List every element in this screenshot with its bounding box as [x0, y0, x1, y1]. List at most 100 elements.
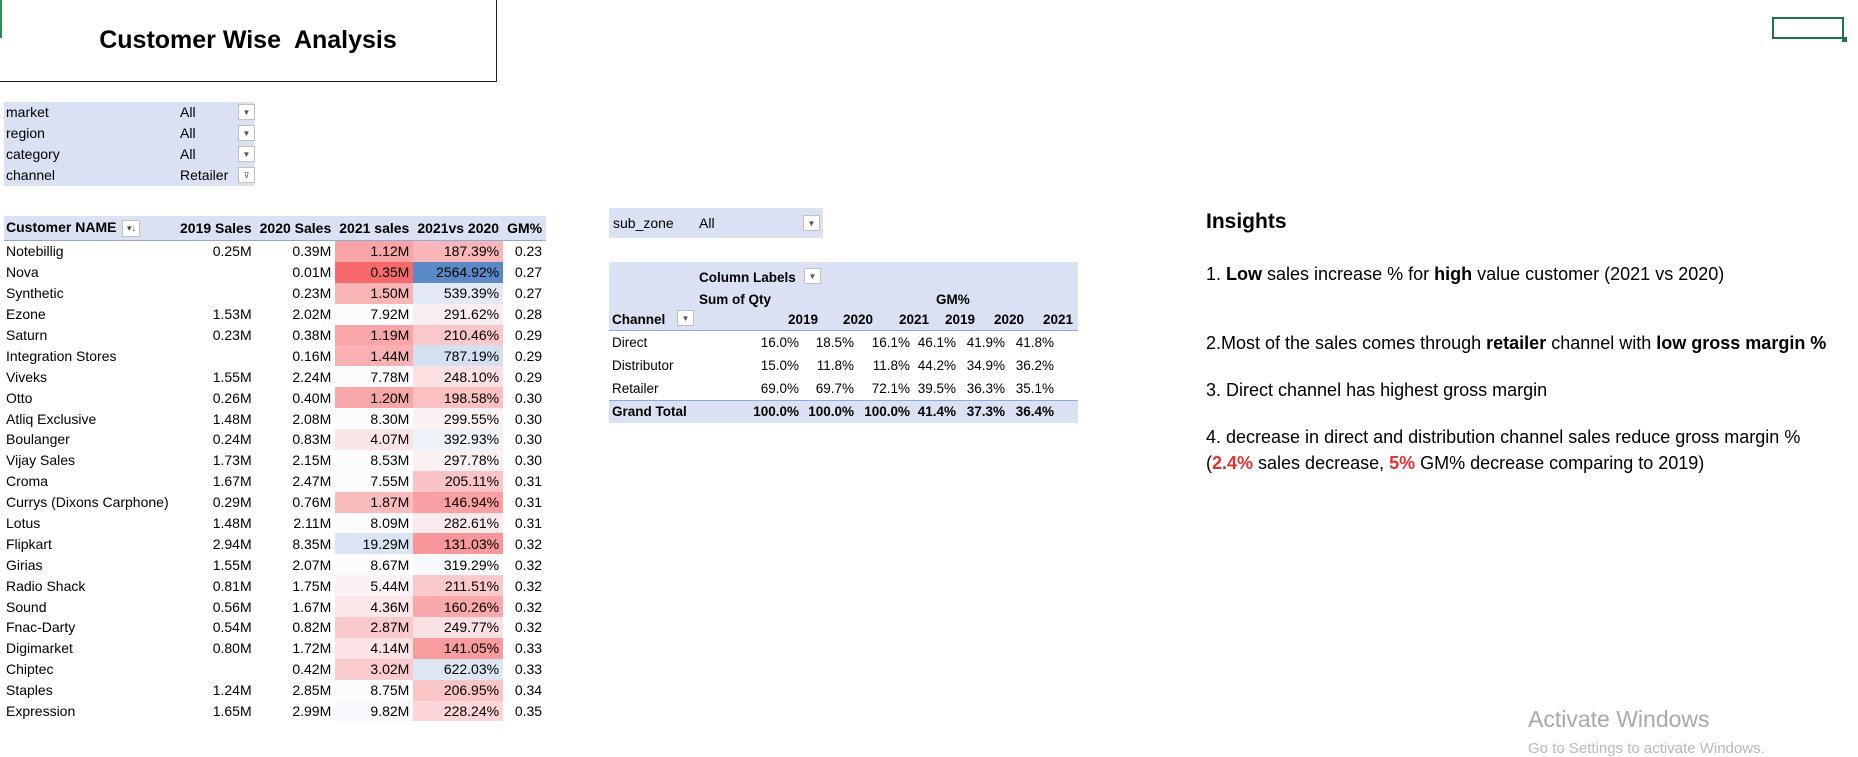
- customer-name: Sound: [6, 598, 47, 615]
- pivot-value: 41.9%: [966, 335, 1005, 350]
- sales-2019: 1.53M: [212, 306, 252, 323]
- subzone-filter: sub_zone All ▼: [609, 208, 823, 238]
- sales-2021: 4.07M: [335, 429, 414, 450]
- sales-2020: 0.39M: [292, 243, 332, 260]
- sales-2019: 0.54M: [212, 619, 252, 636]
- year-header: 2019: [945, 312, 976, 327]
- chevron-down-icon[interactable]: ▼: [677, 310, 694, 326]
- growth-2021-vs-2020: 210.46%: [413, 324, 504, 346]
- sales-2019: 1.67M: [212, 473, 252, 490]
- year-header: 2021: [1043, 312, 1074, 327]
- pivot-value: 41.8%: [1015, 335, 1054, 350]
- pivot-value: 36.2%: [1015, 358, 1054, 373]
- col-header-gm: GM%: [503, 216, 547, 241]
- selected-cell[interactable]: [1772, 17, 1844, 39]
- pivot-row: Distributor 15.0% 11.8% 11.8% 44.2% 34.9% 36.2…: [609, 354, 1078, 377]
- growth-2021-vs-2020: 622.03%: [413, 658, 504, 680]
- sales-2020: 2.85M: [292, 682, 332, 699]
- gross-margin: 0.32: [514, 598, 543, 615]
- pivot-value: 100.0%: [808, 404, 854, 419]
- sales-2019: 0.23M: [212, 327, 252, 343]
- year-header: 2021: [899, 312, 930, 327]
- sum-qty-label: Sum of Qty: [699, 292, 772, 307]
- insight-text: channel with: [1546, 333, 1657, 353]
- pivot-value: 46.1%: [917, 335, 956, 350]
- sales-2021: 7.92M: [335, 303, 414, 325]
- sales-2021: 8.09M: [335, 512, 414, 534]
- sales-2021: 8.30M: [335, 408, 414, 430]
- customer-name: Chiptec: [6, 661, 54, 678]
- sales-2020: 2.47M: [292, 473, 332, 490]
- insights-panel: Insights 1. Low sales increase % for hig…: [1206, 210, 1856, 473]
- gross-margin: 0.31: [514, 515, 543, 532]
- sales-2019: 2.94M: [212, 535, 252, 552]
- chevron-down-icon[interactable]: ▼: [238, 104, 255, 120]
- table-row: Currys (Dixons Carphone) 0.29M 0.76M 1.87M 1…: [4, 491, 546, 513]
- sales-2020: 0.76M: [292, 494, 332, 511]
- table-row: Fnac-Darty 0.54M 0.82M 2.87M 249.77% 0.32: [4, 617, 546, 638]
- pivot-value: 44.2%: [917, 358, 956, 373]
- fill-handle[interactable]: [1842, 37, 1847, 42]
- pivot-channel: Grand Total: [612, 404, 687, 419]
- pivot-value: 69.0%: [760, 381, 799, 396]
- filter-icon[interactable]: ⊽: [238, 167, 255, 183]
- sales-2020: 0.82M: [292, 619, 332, 636]
- sales-2019: 0.56M: [212, 598, 252, 615]
- chevron-down-icon[interactable]: ▼: [238, 146, 255, 162]
- table-row: Vijay Sales 1.73M 2.15M 8.53M 297.78% 0.30: [4, 449, 546, 471]
- gross-margin: 0.27: [514, 264, 543, 281]
- gross-margin: 0.30: [514, 431, 543, 448]
- sales-2019: 1.55M: [212, 368, 252, 385]
- table-row: Atliq Exclusive 1.48M 2.08M 8.30M 299.55% 0.3…: [4, 408, 546, 430]
- pivot-channel: Retailer: [612, 381, 659, 396]
- sales-2020: 8.35M: [292, 535, 332, 552]
- channel-header: Channel: [612, 312, 666, 327]
- insight-bold: low gross margin %: [1656, 333, 1827, 353]
- col-header-label: Customer NAME: [6, 219, 117, 236]
- customer-name: Notebillig: [6, 243, 64, 260]
- chevron-down-icon[interactable]: ▼: [803, 215, 820, 231]
- pivot-value: 100.0%: [864, 404, 910, 419]
- growth-2021-vs-2020: 787.19%: [413, 345, 504, 367]
- insight-text: sales decrease,: [1253, 453, 1390, 473]
- growth-2021-vs-2020: 282.61%: [413, 512, 504, 534]
- sales-2020: 2.08M: [292, 410, 332, 427]
- insight-bold: high: [1434, 264, 1473, 284]
- chevron-down-icon[interactable]: ▼: [238, 125, 255, 141]
- gross-margin: 0.32: [514, 535, 543, 552]
- gross-margin: 0.31: [514, 494, 543, 511]
- insight-3: 3. Direct channel has highest gross marg…: [1206, 380, 1548, 400]
- filter-label: channel: [6, 167, 56, 183]
- chevron-down-icon[interactable]: ▼: [804, 268, 821, 284]
- sales-2019: [176, 283, 256, 304]
- growth-2021-vs-2020: 539.39%: [413, 282, 504, 304]
- pivot-value: 11.8%: [872, 358, 910, 373]
- sales-2020: 0.40M: [292, 389, 332, 406]
- gross-margin: 0.30: [514, 410, 543, 427]
- insight-2: 2.Most of the sales comes through retail…: [1206, 333, 1826, 354]
- sales-2020: 0.01M: [292, 264, 332, 281]
- table-row: Staples 1.24M 2.85M 8.75M 206.95% 0.34: [4, 679, 546, 701]
- filter-value: All: [180, 125, 196, 141]
- pivot-header: Column Labels ▼ Sum of Qty GM% Channel ▼…: [609, 262, 1078, 331]
- table-header-row: Customer NAME ▾↓ 2019 Sales 2020 Sales 20…: [4, 216, 547, 241]
- sales-2019: [176, 345, 256, 366]
- insight-bold: retailer: [1486, 333, 1547, 353]
- subzone-value: All: [699, 215, 715, 231]
- customer-name: Staples: [6, 682, 53, 699]
- sort-icon[interactable]: ▾↓: [122, 219, 141, 237]
- sales-2019: 0.81M: [212, 577, 252, 594]
- customer-name: Boulanger: [6, 431, 70, 448]
- customer-name: Flipkart: [6, 535, 52, 552]
- gm-label: GM%: [936, 292, 970, 307]
- insight-text: GM% decrease comparing to 2019): [1415, 453, 1705, 473]
- growth-2021-vs-2020: 187.39%: [413, 240, 504, 262]
- sales-2020: 1.67M: [292, 598, 332, 615]
- sales-2019: 0.80M: [212, 640, 252, 657]
- sales-2021: 7.55M: [335, 470, 414, 492]
- sales-2021: 2.87M: [335, 617, 414, 638]
- pivot-value: 36.3%: [966, 381, 1005, 396]
- table-row: Flipkart 2.94M 8.35M 19.29M 131.03% 0.32: [4, 533, 546, 555]
- report-filters: market All ▼ region All ▼ category All ▼…: [4, 102, 255, 186]
- insight-highlight: 5%: [1389, 453, 1416, 473]
